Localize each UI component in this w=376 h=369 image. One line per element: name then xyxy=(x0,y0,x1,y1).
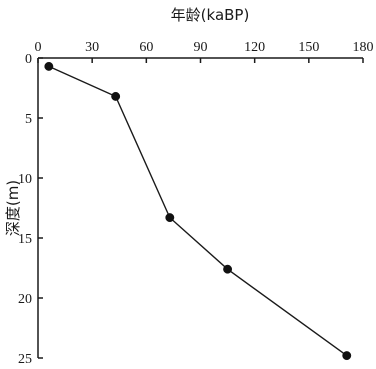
x-axis-title: 年龄(kaBP) xyxy=(171,6,250,24)
data-point xyxy=(44,61,54,71)
plot-area xyxy=(44,61,352,361)
y-tick-label: 10 xyxy=(18,172,32,187)
y-tick-label: 15 xyxy=(18,232,32,247)
x-tick-label: 120 xyxy=(244,40,265,55)
data-point xyxy=(223,264,233,274)
y-tick-label: 20 xyxy=(18,292,32,307)
x-tick-label: 60 xyxy=(139,40,153,55)
data-point xyxy=(165,213,175,223)
y-axis-title: 深度(m) xyxy=(4,180,22,236)
x-tick-label: 150 xyxy=(298,40,319,55)
x-tick-label: 30 xyxy=(85,40,99,55)
data-point xyxy=(111,91,121,101)
y-tick-label: 5 xyxy=(25,112,32,127)
y-tick-label: 0 xyxy=(25,52,32,67)
y-tick-label: 25 xyxy=(18,352,32,367)
x-tick-label: 180 xyxy=(353,40,374,55)
series-line xyxy=(48,65,348,357)
x-tick-label: 90 xyxy=(194,40,208,55)
x-tick-label: 0 xyxy=(35,40,42,55)
data-point xyxy=(342,351,352,361)
axes: 0 30 60 90 120 150 180 0 5 10 15 20 25 xyxy=(18,40,374,367)
